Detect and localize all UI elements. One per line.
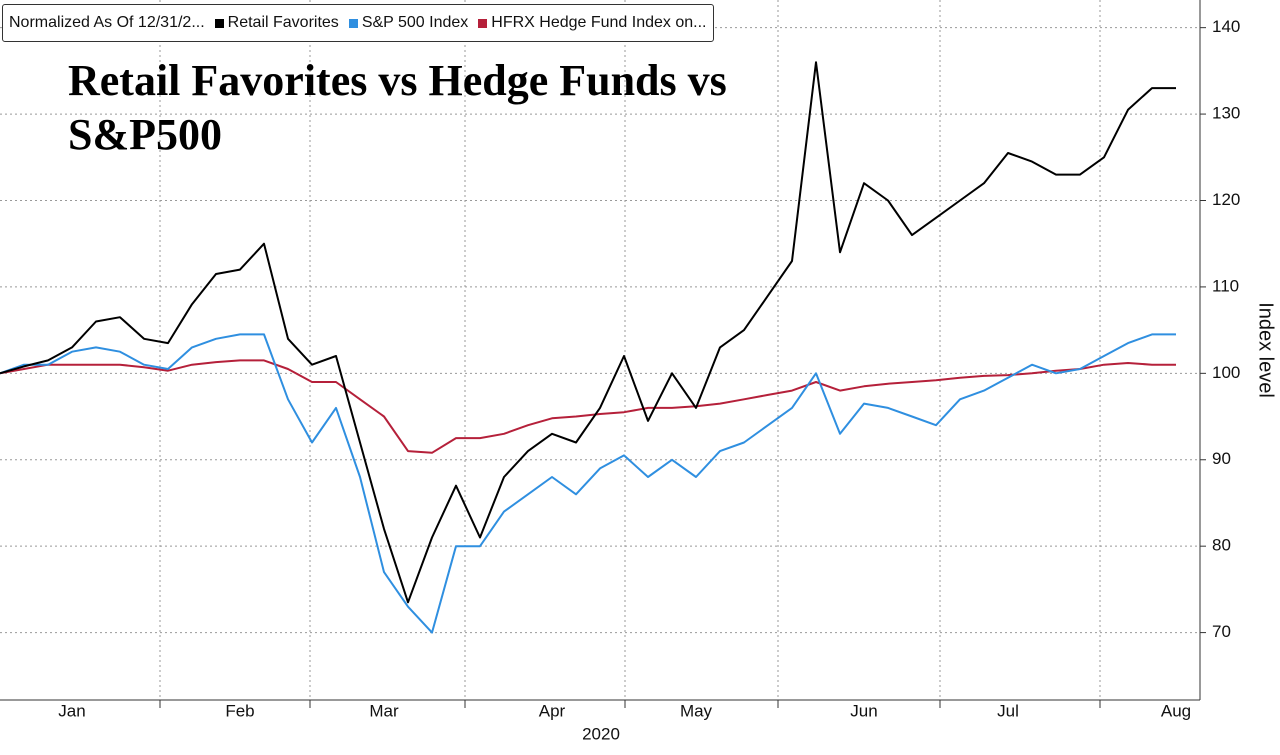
y-tick-label: 100 <box>1212 363 1240 382</box>
chart-title: Retail Favorites vs Hedge Funds vs S&P50… <box>68 56 727 159</box>
y-tick-label: 120 <box>1212 190 1240 209</box>
y-tick-label: 80 <box>1212 536 1231 555</box>
y-tick-label: 130 <box>1212 104 1240 123</box>
series-line <box>0 333 1176 634</box>
x-tick-label: Jan <box>58 701 85 720</box>
x-tick-label: Aug <box>1161 701 1191 720</box>
y-axis-label: Index level <box>1255 302 1277 398</box>
legend: Normalized As Of 12/31/2... Retail Favor… <box>2 4 714 42</box>
legend-note: Normalized As Of 12/31/2... <box>9 14 205 31</box>
legend-item: Retail Favorites <box>214 14 339 32</box>
legend-item: HFRX Hedge Fund Index on... <box>478 14 707 32</box>
x-tick-label: Jun <box>850 701 877 720</box>
x-tick-label: May <box>680 701 713 720</box>
legend-label: Retail Favorites <box>227 14 339 31</box>
x-tick-label: Feb <box>225 701 254 720</box>
y-tick-label: 140 <box>1212 17 1240 36</box>
x-tick-label: Jul <box>997 701 1019 720</box>
x-tick-label: Apr <box>539 701 566 720</box>
x-tick-label: Mar <box>369 701 399 720</box>
y-tick-label: 70 <box>1212 622 1231 641</box>
series-line <box>0 359 1176 454</box>
legend-item: S&P 500 Index <box>348 14 469 32</box>
legend-swatch <box>348 18 358 28</box>
x-axis-label: 2020 <box>582 724 620 743</box>
legend-swatch <box>478 18 488 28</box>
legend-label: S&P 500 Index <box>361 14 469 31</box>
legend-swatch <box>214 18 224 28</box>
series-line <box>0 61 1176 604</box>
legend-label: HFRX Hedge Fund Index on... <box>491 14 707 31</box>
y-tick-label: 90 <box>1212 449 1231 468</box>
y-tick-label: 110 <box>1212 276 1239 295</box>
